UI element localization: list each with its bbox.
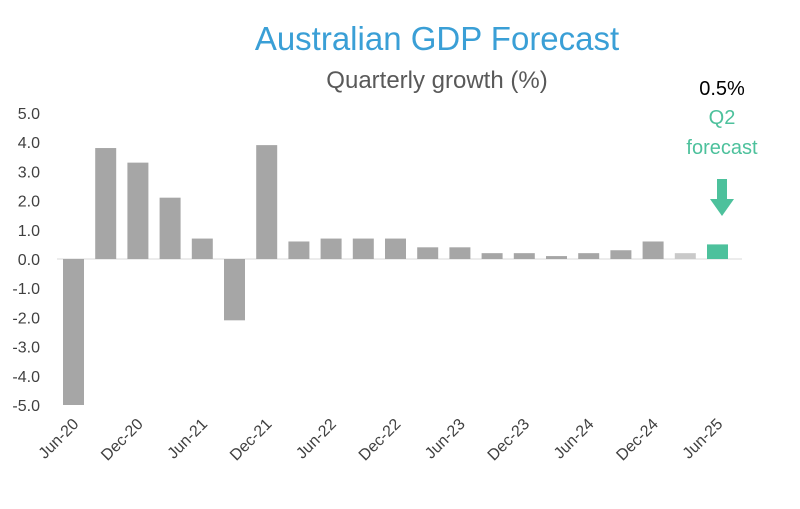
y-tick-label: 3.0 (18, 164, 40, 181)
bar-mar-21 (159, 197, 181, 259)
y-tick-label: -5.0 (12, 398, 40, 415)
y-tick-label: 1.0 (18, 223, 40, 240)
bar-sep-22 (352, 238, 374, 259)
forecast-label-line2: forecast (686, 137, 758, 159)
bar-series (63, 145, 728, 405)
bar-sep-21 (224, 259, 245, 321)
chart-subtitle: Quarterly growth (%) (326, 67, 547, 94)
y-tick-label: -4.0 (12, 369, 40, 386)
y-tick-label: 0.0 (18, 252, 40, 269)
bar-mar-24 (546, 256, 567, 259)
y-axis: 5.0 4.0 3.0 2.0 1.0 0.0 -1.0 -2.0 -3.0 -4.0 -5.0 (12, 106, 40, 415)
bar-dec-22 (385, 238, 406, 259)
bar-mar-22 (288, 241, 310, 259)
x-tick-label: Dec-24 (613, 416, 662, 465)
y-tick-label: -1.0 (12, 281, 40, 298)
down-arrow-icon (710, 179, 734, 216)
x-tick-label: Jun-24 (551, 416, 598, 463)
chart-title: Australian GDP Forecast (255, 20, 619, 57)
bar-jun-20 (63, 259, 84, 405)
x-tick-label: Dec-22 (356, 416, 405, 465)
y-tick-label: -3.0 (12, 340, 40, 357)
x-tick-label: Jun-25 (680, 416, 727, 463)
bar-sep-23 (481, 253, 503, 259)
forecast-value-label: 0.5% (699, 78, 745, 100)
bar-jun-24 (578, 253, 600, 259)
bar-jun-25 (707, 244, 728, 259)
bar-jun-21 (191, 238, 213, 259)
bar-dec-24 (642, 241, 664, 259)
x-axis: Jun-20 Dec-20 Jun-21 Dec-21 Jun-22 Dec-22 Jun-… (36, 416, 727, 465)
x-tick-label: Jun-20 (36, 416, 83, 463)
x-tick-label: Jun-21 (165, 416, 212, 463)
x-tick-label: Dec-23 (485, 416, 534, 465)
bar-dec-20 (127, 162, 149, 259)
bar-dec-23 (513, 253, 535, 259)
bar-mar-25 (674, 253, 696, 259)
forecast-label-line1: Q2 (709, 107, 736, 129)
y-tick-label: 5.0 (18, 106, 40, 123)
x-tick-label: Dec-21 (227, 416, 276, 465)
x-tick-label: Jun-22 (293, 416, 340, 463)
bar-dec-21 (256, 145, 278, 259)
x-tick-label: Dec-20 (98, 416, 147, 465)
x-tick-label: Jun-23 (422, 416, 469, 463)
bar-jun-23 (449, 247, 471, 259)
y-tick-label: -2.0 (12, 310, 40, 327)
bar-jun-22 (320, 238, 342, 259)
y-tick-label: 4.0 (18, 135, 40, 152)
forecast-annotation: 0.5% Q2 forecast (686, 78, 758, 216)
y-tick-label: 2.0 (18, 194, 40, 211)
bar-sep-24 (610, 250, 632, 259)
bar-sep-20 (95, 148, 117, 259)
bar-mar-23 (417, 247, 439, 259)
